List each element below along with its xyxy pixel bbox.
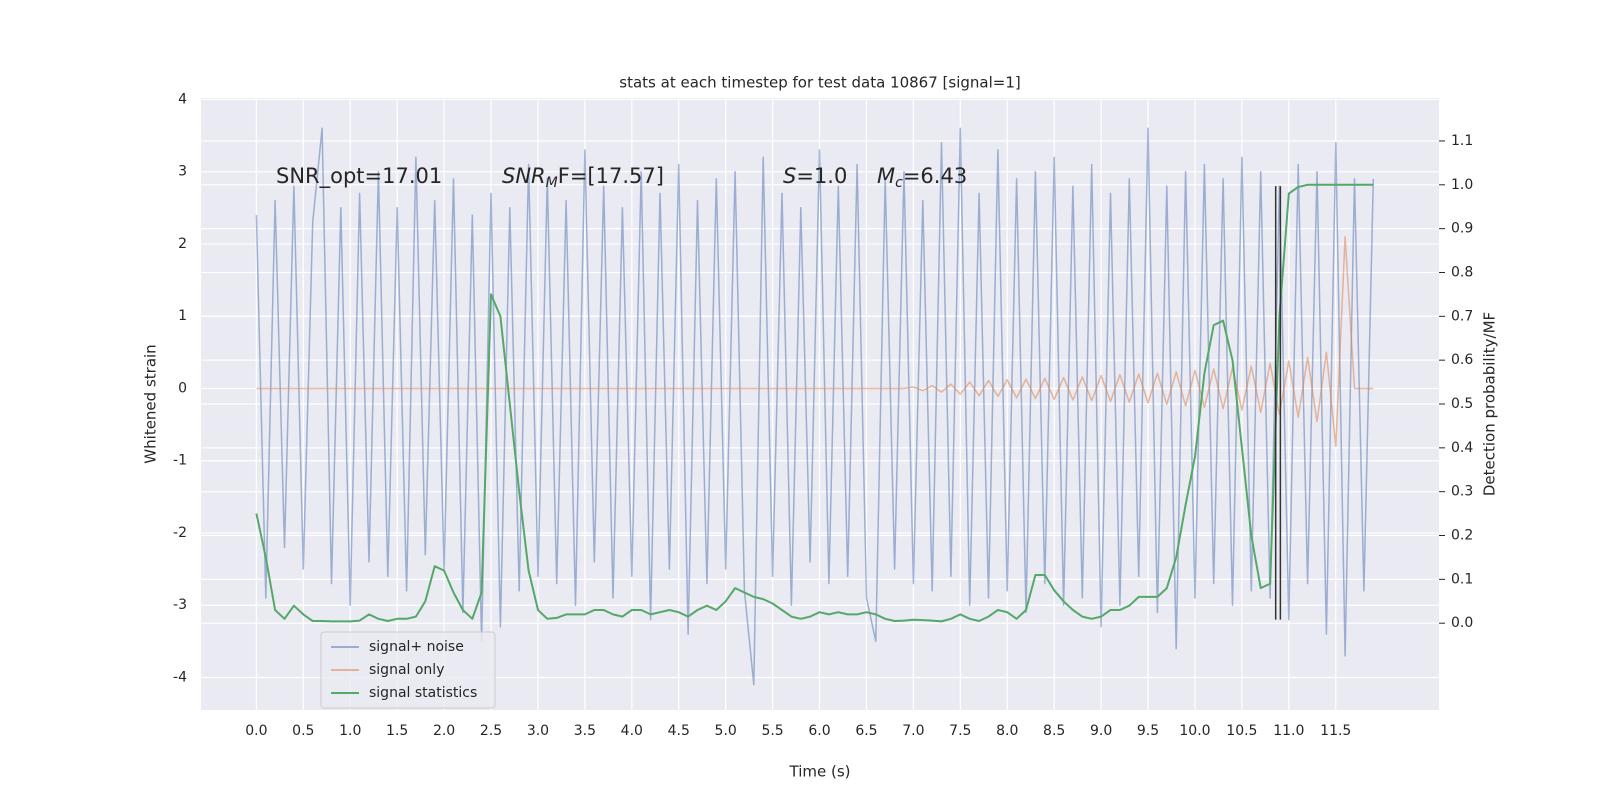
x-tick-label: 11.5 xyxy=(1320,723,1351,739)
x-tick-label: 2.0 xyxy=(433,723,455,739)
annotation-part: c xyxy=(895,175,903,191)
x-tick-label: 5.0 xyxy=(715,723,737,739)
y2-tick-label: 0.9 xyxy=(1451,221,1473,237)
annotation: SNR_opt=17.01 xyxy=(276,164,442,189)
series-line xyxy=(256,235,1374,448)
x-tick-label: 11.0 xyxy=(1273,723,1304,739)
annotation-part: S xyxy=(783,164,796,188)
y-tick-label: -2 xyxy=(173,525,187,541)
x-tick-label: 3.5 xyxy=(574,723,596,739)
annotation-part: M xyxy=(546,175,558,191)
x-axis-label: Time (s) xyxy=(789,763,851,781)
x-tick-label: 1.0 xyxy=(339,723,361,739)
x-tick-label: 10.5 xyxy=(1226,723,1257,739)
annotation: Mc=6.43 xyxy=(877,164,967,191)
y2-tick-label: 0.1 xyxy=(1451,571,1473,587)
y-tick-label: 2 xyxy=(178,236,187,252)
y2-tick-label: 0.7 xyxy=(1451,308,1473,324)
x-tick-label: 9.0 xyxy=(1090,723,1112,739)
series-line xyxy=(255,127,1375,686)
x-tick-label: 7.0 xyxy=(902,723,924,739)
annotation: S=1.0 xyxy=(783,164,847,188)
y2-tick-label: 1.1 xyxy=(1451,133,1473,149)
y-tick-label: -4 xyxy=(173,669,187,685)
legend-label: signal+ noise xyxy=(369,639,464,655)
x-tick-label: 0.5 xyxy=(292,723,314,739)
y-tick-label: 4 xyxy=(178,91,187,107)
legend: signal+ noise signal only signal statistic… xyxy=(320,631,496,709)
x-tick-label: 5.5 xyxy=(761,723,783,739)
x-tick-label: 8.5 xyxy=(1043,723,1065,739)
x-tick-label: 2.5 xyxy=(480,723,502,739)
annotation-part: =6.43 xyxy=(903,164,967,188)
y-tick-label: -3 xyxy=(173,597,187,613)
y-tick-label: 1 xyxy=(178,308,187,324)
x-tick-label: 9.5 xyxy=(1137,723,1159,739)
y2-axis-label: Detection probability/MF xyxy=(1481,312,1499,496)
x-tick-label: 0.0 xyxy=(245,723,267,739)
y-tick-label: 0 xyxy=(178,380,187,396)
x-tick-label: 6.5 xyxy=(855,723,877,739)
y2-tick-label: 0.5 xyxy=(1451,396,1473,412)
x-tick-label: 7.5 xyxy=(949,723,971,739)
y-tick-label: 3 xyxy=(178,164,187,180)
legend-label: signal only xyxy=(369,662,444,678)
y2-tick-label: 0.0 xyxy=(1451,615,1473,631)
annotation-part: =1.0 xyxy=(796,164,847,188)
x-tick-label: 3.0 xyxy=(527,723,549,739)
y2-tick-label: 0.3 xyxy=(1451,484,1473,500)
x-tick-label: 1.5 xyxy=(386,723,408,739)
x-tick-label: 4.5 xyxy=(668,723,690,739)
chart-title: stats at each timestep for test data 108… xyxy=(619,74,1020,92)
annotation-part: SNR xyxy=(502,164,546,188)
annotation-part: F=[17.57] xyxy=(558,164,664,188)
x-tick-label: 4.0 xyxy=(621,723,643,739)
annotation: SNRMF=[17.57] xyxy=(502,164,664,191)
y2-tick-label: 0.8 xyxy=(1451,264,1473,280)
series-line xyxy=(255,183,1374,623)
annotation-part: M xyxy=(877,164,895,188)
y2-tick-label: 0.2 xyxy=(1451,528,1473,544)
y2-tick-label: 1.0 xyxy=(1451,177,1473,193)
legend-label: signal statistics xyxy=(369,685,477,701)
x-tick-label: 8.0 xyxy=(996,723,1018,739)
legend-box xyxy=(320,631,496,709)
x-tick-label: 10.0 xyxy=(1179,723,1210,739)
x-tick-label: 6.0 xyxy=(808,723,830,739)
y2-tick-label: 0.6 xyxy=(1451,352,1473,368)
y2-tick-label: 0.4 xyxy=(1451,440,1473,456)
y-tick-label: -1 xyxy=(173,453,187,469)
annotation-part: SNR_opt=17.01 xyxy=(276,164,442,189)
y-axis-label: Whitened strain xyxy=(142,344,160,463)
